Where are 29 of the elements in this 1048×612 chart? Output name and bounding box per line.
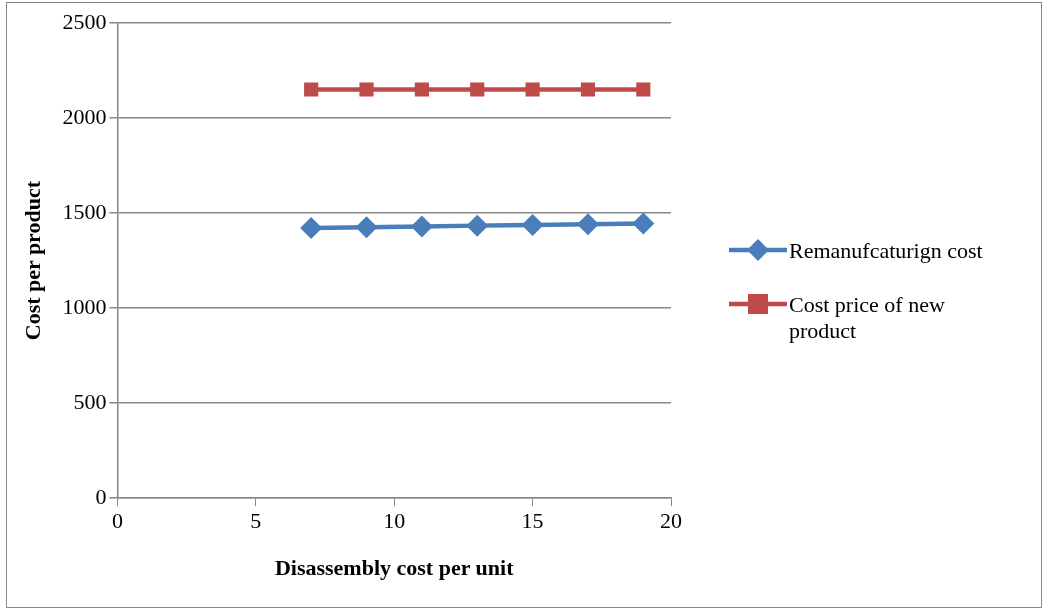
- point: [300, 216, 323, 239]
- y-tick-label: 500: [73, 388, 107, 414]
- y-axis-title: Cost per product: [19, 180, 45, 341]
- point: [304, 82, 319, 97]
- legend-label: Cost price of new product: [789, 292, 946, 344]
- point: [359, 82, 374, 97]
- y-tick-label: 1000: [62, 293, 107, 319]
- point: [355, 216, 378, 239]
- x-tick-label: 5: [250, 508, 262, 534]
- point: [580, 82, 596, 97]
- x-axis-title: Disassembly cost per unit: [274, 555, 515, 581]
- point: [521, 214, 544, 237]
- y-tick-label: 0: [95, 483, 107, 509]
- point: [470, 82, 485, 97]
- point: [414, 82, 429, 97]
- y-tick-label: 1500: [62, 198, 107, 224]
- x-tick-label: 15: [521, 508, 544, 534]
- x-tick-label: 10: [383, 508, 406, 534]
- point: [410, 215, 433, 238]
- y-tick-label: 2000: [62, 103, 107, 129]
- point: [525, 82, 540, 97]
- y-tick-label: 2500: [62, 8, 107, 34]
- x-tick-label: 20: [660, 508, 682, 534]
- point: [632, 212, 655, 235]
- point: [576, 213, 599, 236]
- legend-label: Remanufcaturign cost: [789, 238, 983, 264]
- x-tick-label: 0: [111, 508, 123, 534]
- point: [636, 82, 651, 97]
- point: [466, 214, 489, 237]
